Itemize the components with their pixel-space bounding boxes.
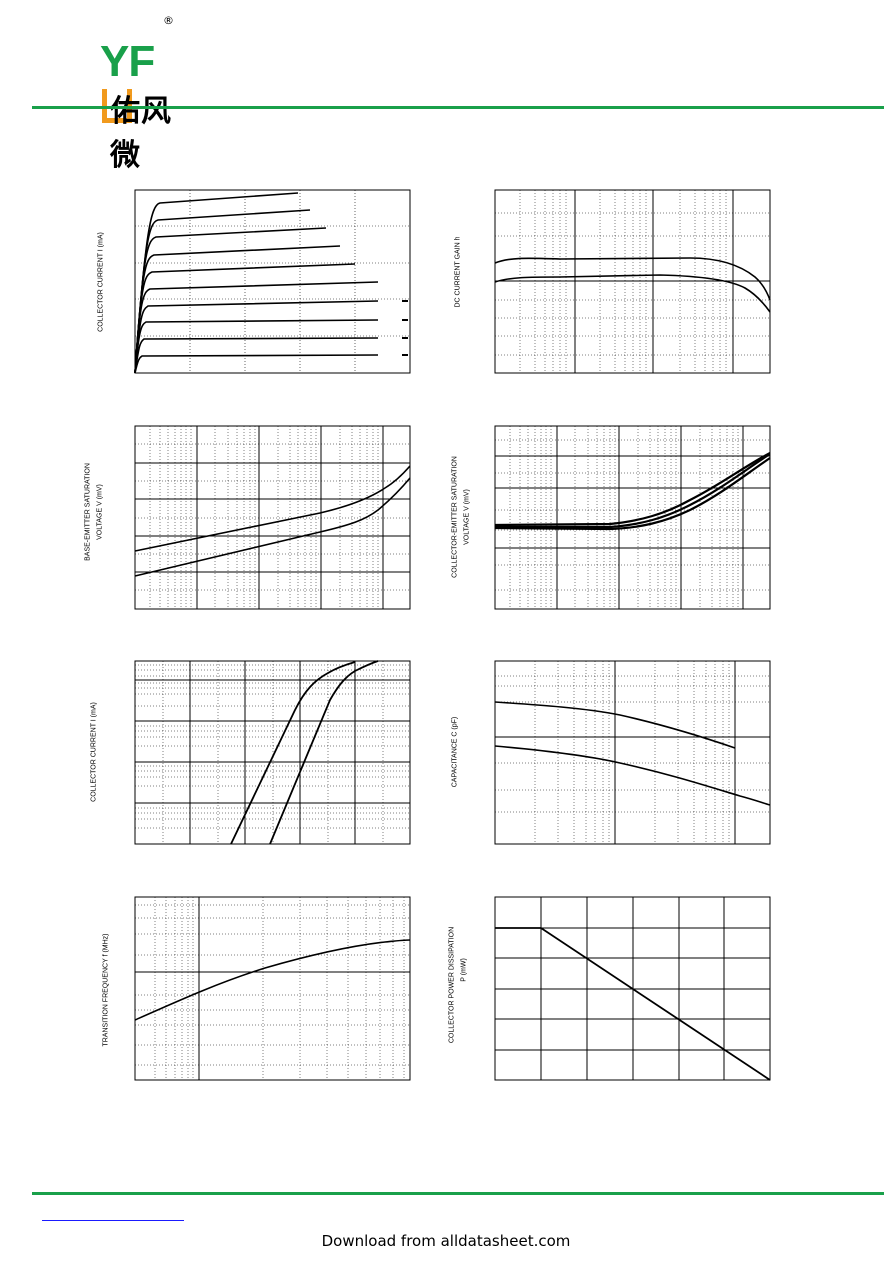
chart-hfe-ic [494,189,771,374]
registered-mark: ® [163,14,174,27]
header-rule [32,106,884,109]
download-source-text: Download from alldatasheet.com [321,1232,571,1250]
chart-pc-derating [494,896,771,1081]
ylabel-vbesat: BASE-EMITTER SATURATION [84,463,92,561]
ylabel-ic-vce: COLLECTOR CURRENT I (mA) [97,232,105,332]
ylabel-capacitance: CAPACITANCE C (pF) [451,716,459,788]
chart-vbesat [134,425,411,610]
logo-chinese: 佑风微 [110,94,172,173]
ylabel-pc-2: P (mW) [460,958,468,982]
footer-rule [32,1192,884,1195]
ylabel-ic-vbe: COLLECTOR CURRENT I (mA) [90,702,98,802]
ylabel-ft: TRANSITION FREQUENCY f (MHz) [102,933,110,1047]
ylabel-vcesat-2: VOLTAGE V (mV) [463,489,471,545]
ylabel-vbesat-2: VOLTAGE V (mV) [96,484,104,540]
chart-ft [134,896,411,1081]
ylabel-pc: COLLECTOR POWER DISSIPATION [448,926,456,1044]
chart-vcesat [494,425,771,610]
footer-link-underline[interactable] [42,1220,184,1221]
ylabel-hfe: DC CURRENT GAIN h [454,236,462,308]
yfw-logo: YF 佑风微 [50,20,180,174]
chart-ic-vce [134,189,411,374]
chart-capacitance [494,660,771,845]
ylabel-vcesat: COLLECTOR-EMITTER SATURATION [451,456,459,578]
chart-ic-vbe [134,660,411,845]
